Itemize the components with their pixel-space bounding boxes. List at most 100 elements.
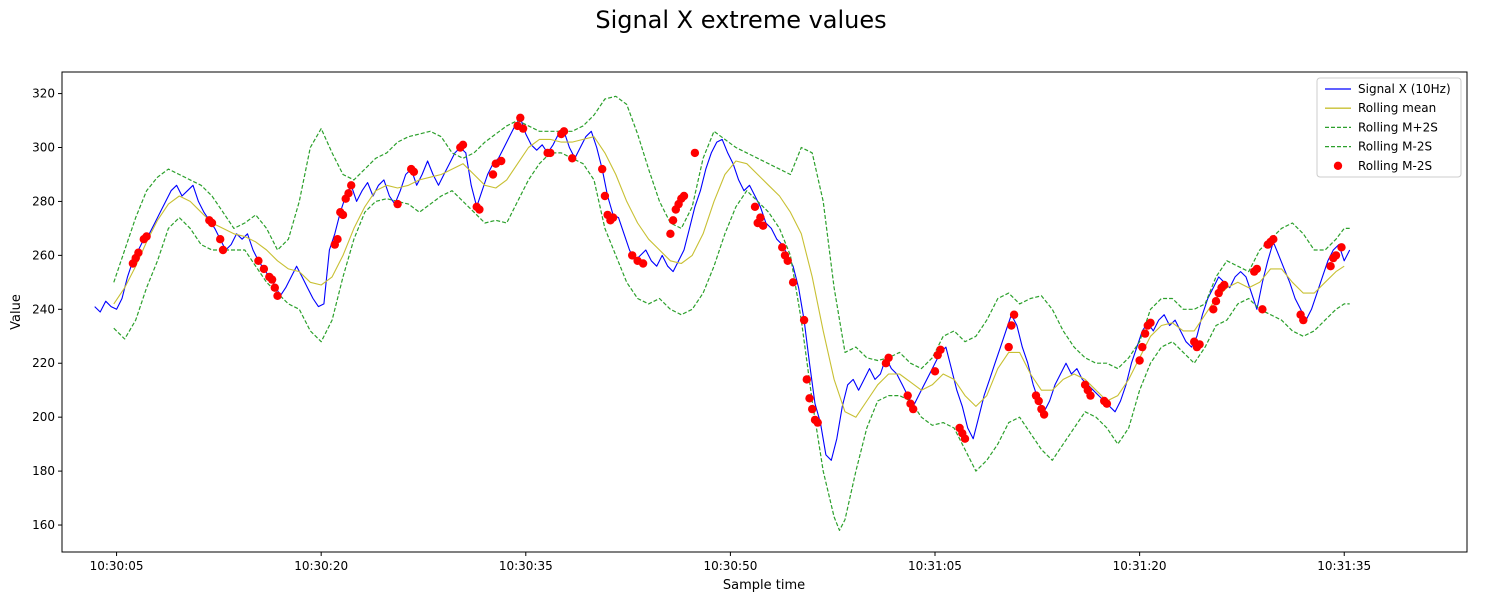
legend-label: Rolling mean: [1358, 101, 1436, 115]
x-tick-label: 10:30:50: [703, 559, 757, 573]
x-tick-label: 10:30:35: [499, 559, 553, 573]
legend-box: [1316, 77, 1462, 178]
extreme-marker: [142, 232, 151, 241]
extreme-marker: [1337, 243, 1346, 252]
plot-area: [61, 71, 1468, 553]
extreme-marker: [1195, 340, 1204, 349]
extreme-marker: [409, 167, 419, 176]
extreme-marker: [518, 124, 528, 133]
extreme-marker: [756, 213, 765, 222]
extreme-marker: [608, 213, 618, 222]
legend-item: Signal X (10Hz): [1325, 82, 1451, 96]
legend-label: Rolling M+2S: [1358, 120, 1438, 134]
extreme-marker: [1039, 410, 1049, 419]
x-tick-label: 10:31:05: [908, 559, 962, 573]
extreme-marker: [273, 291, 282, 300]
extreme-marker: [254, 256, 263, 265]
extreme-marker: [488, 170, 498, 179]
extreme-marker: [1004, 342, 1013, 352]
y-tick-label: 240: [32, 302, 55, 316]
legend-label: Signal X (10Hz): [1358, 82, 1451, 96]
extreme-marker: [344, 189, 353, 198]
x-tick-label: 10:31:20: [1113, 559, 1167, 573]
extreme-marker: [668, 216, 678, 225]
y-tick-label: 160: [32, 518, 55, 532]
extreme-marker: [783, 256, 792, 265]
extreme-marker: [1326, 262, 1335, 271]
extreme-marker: [1331, 251, 1341, 260]
extreme-marker: [936, 345, 945, 354]
legend-item: Rolling M-2S: [1325, 140, 1432, 154]
extreme-marker: [903, 391, 912, 400]
extreme-marker: [1211, 297, 1221, 306]
rolling-mean-line: [113, 136, 1345, 418]
extreme-marker: [207, 218, 217, 228]
x-tick-label: 10:30:20: [294, 559, 348, 573]
extreme-marker: [1146, 318, 1155, 327]
extreme-value-markers: [128, 113, 1346, 443]
extreme-marker: [638, 259, 648, 268]
extreme-marker: [1138, 342, 1147, 352]
signal-x-line: [94, 117, 1351, 461]
extreme-marker: [393, 199, 402, 209]
extreme-marker: [1007, 321, 1016, 330]
extreme-marker: [1220, 280, 1229, 290]
extreme-marker: [259, 264, 269, 274]
extreme-marker: [333, 235, 342, 244]
extreme-marker: [909, 404, 918, 414]
extreme-marker: [1299, 315, 1308, 325]
extreme-marker: [679, 191, 689, 201]
y-tick-label: 180: [32, 464, 55, 478]
extreme-marker: [666, 229, 675, 238]
extreme-marker: [568, 154, 577, 163]
extreme-marker: [267, 275, 277, 284]
x-axis-label: Sample time: [723, 578, 805, 593]
x-axis: 10:30:05 10:30:20 10:30:35 10:30:50 10:31:05…: [90, 552, 1371, 573]
extreme-marker: [799, 315, 809, 325]
extreme-marker: [1034, 396, 1043, 406]
y-tick-label: 220: [32, 356, 55, 370]
y-axis: 160 180 200 220 240 260 280 300 320: [32, 87, 62, 532]
extreme-marker: [1140, 329, 1150, 338]
extreme-marker: [960, 434, 970, 443]
rolling-lower-band-line: [113, 152, 1350, 531]
extreme-marker: [134, 248, 143, 257]
x-tick-label: 10:30:05: [90, 559, 144, 573]
legend-label: Rolling M-2S: [1358, 159, 1432, 173]
extreme-marker: [1135, 356, 1144, 365]
extreme-marker: [216, 235, 225, 244]
extreme-marker: [1102, 399, 1112, 408]
extreme-marker: [218, 245, 228, 255]
extreme-marker: [1209, 305, 1218, 314]
y-tick-label: 320: [32, 87, 55, 101]
extreme-marker: [802, 375, 811, 384]
y-tick-label: 300: [32, 141, 55, 155]
extreme-marker: [1009, 310, 1019, 319]
extreme-marker: [1252, 264, 1262, 274]
legend-marker-swatch: [1333, 161, 1343, 170]
y-tick-label: 200: [32, 410, 55, 424]
extreme-marker: [497, 156, 506, 166]
extreme-marker: [546, 148, 555, 158]
y-tick-label: 260: [32, 248, 55, 262]
extreme-marker: [750, 202, 760, 211]
extreme-marker: [1258, 305, 1267, 314]
extreme-marker: [598, 164, 607, 174]
x-tick-label: 10:31:35: [1317, 559, 1371, 573]
chart-title: Signal X extreme values: [595, 6, 886, 34]
extreme-marker: [1269, 235, 1278, 244]
extreme-marker: [1086, 391, 1095, 400]
legend-item: Rolling M+2S: [1325, 120, 1438, 134]
extreme-marker: [628, 251, 637, 260]
extreme-marker: [884, 353, 893, 362]
extreme-marker: [805, 394, 814, 403]
legend: Signal X (10Hz) Rolling mean Rolling M+2S R…: [1316, 77, 1462, 178]
legend-item: Rolling M-2S: [1333, 159, 1432, 173]
extreme-marker: [813, 418, 822, 427]
legend-item: Rolling mean: [1325, 101, 1436, 115]
extreme-marker: [930, 367, 940, 376]
extreme-marker: [559, 127, 569, 136]
extreme-marker: [516, 113, 525, 123]
extreme-marker: [458, 140, 468, 149]
